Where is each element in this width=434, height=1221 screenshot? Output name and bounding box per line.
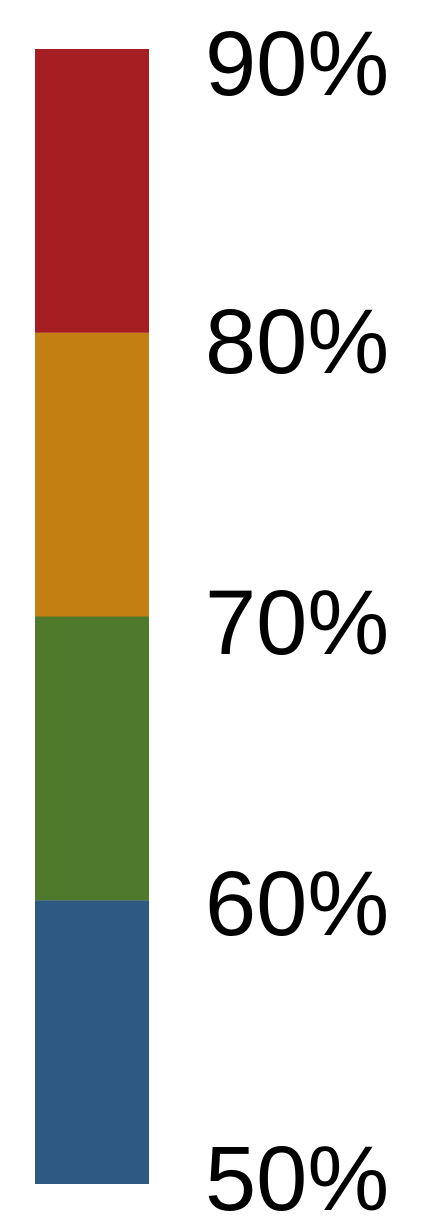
tick-label-50: 50% [205, 1128, 389, 1221]
tick-label-80: 80% [205, 291, 389, 393]
tick-label-90: 90% [205, 13, 389, 115]
legend-band-80-90 [35, 49, 149, 333]
legend-band-60-70 [35, 616, 149, 901]
legend-band-70-80 [35, 332, 149, 617]
tick-label-60: 60% [205, 853, 389, 955]
legend-tick-labels: 50% 60% 70% 80% 90% [205, 13, 389, 1221]
tick-label-70: 70% [205, 572, 389, 674]
legend-band-50-60 [35, 900, 149, 1184]
legend-color-bands [35, 49, 149, 1184]
